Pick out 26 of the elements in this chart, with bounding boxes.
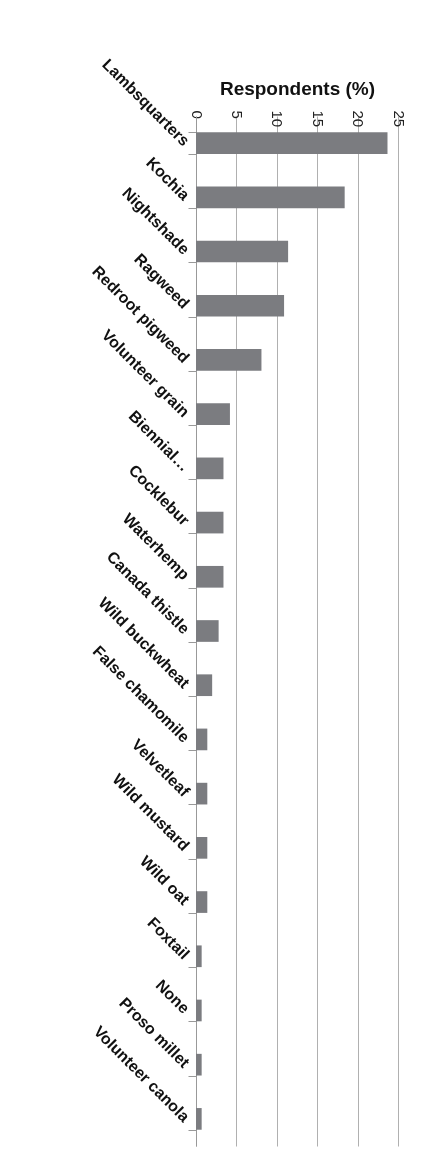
bar: [196, 999, 202, 1022]
bar: [196, 728, 208, 751]
x-tick-label: 5: [228, 110, 246, 119]
bar: [196, 945, 202, 968]
bar: [196, 457, 224, 480]
bar: [196, 620, 219, 642]
bar: [196, 837, 208, 859]
bar: [196, 674, 213, 697]
x-tick-label: 15: [309, 110, 327, 128]
bar: [196, 1108, 202, 1130]
bar: [196, 349, 262, 371]
bar: [196, 240, 289, 263]
bar: [196, 186, 345, 209]
x-tick-label: 10: [269, 110, 287, 128]
bar: [196, 132, 388, 154]
x-tick-label: 20: [350, 110, 368, 128]
x-axis-title: Respondents (%): [219, 77, 376, 99]
x-tick-label: 25: [390, 110, 408, 128]
bar: [196, 565, 224, 588]
bar: [196, 403, 230, 425]
x-tick-label: 0: [188, 110, 206, 119]
bar: [196, 891, 208, 913]
bar: [196, 782, 208, 805]
bar: [196, 511, 224, 534]
bar: [196, 1053, 202, 1076]
bar: [196, 294, 285, 317]
